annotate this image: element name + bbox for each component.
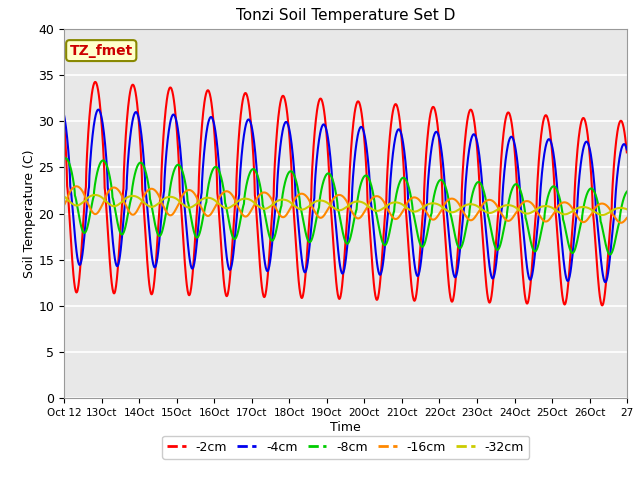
-4cm xyxy=(172,116,180,122)
Y-axis label: Soil Temperature (C): Soil Temperature (C) xyxy=(22,149,36,278)
-16cm xyxy=(433,214,441,220)
-2cm xyxy=(507,115,515,120)
-16cm xyxy=(60,203,68,208)
Legend: -2cm, -4cm, -8cm, -16cm, -32cm: -2cm, -4cm, -8cm, -16cm, -32cm xyxy=(162,436,529,459)
-32cm xyxy=(91,192,99,198)
-16cm xyxy=(617,220,625,226)
-2cm xyxy=(186,292,193,298)
-32cm xyxy=(598,212,606,218)
-2cm xyxy=(172,115,180,121)
-32cm xyxy=(433,201,441,207)
-4cm xyxy=(507,134,515,140)
-8cm xyxy=(249,167,257,172)
-8cm xyxy=(186,206,193,212)
-32cm xyxy=(507,203,515,208)
-32cm xyxy=(623,206,630,212)
-8cm xyxy=(606,252,614,257)
-32cm xyxy=(60,193,68,199)
-16cm xyxy=(556,201,564,207)
-4cm xyxy=(433,130,441,135)
-32cm xyxy=(186,204,193,210)
-2cm xyxy=(433,119,441,125)
-2cm xyxy=(249,141,257,146)
-16cm xyxy=(623,215,630,221)
-4cm xyxy=(186,255,193,261)
Text: TZ_fmet: TZ_fmet xyxy=(70,44,133,58)
-2cm xyxy=(623,149,630,155)
Line: -32cm: -32cm xyxy=(64,195,627,215)
-4cm xyxy=(95,107,102,112)
-8cm xyxy=(433,182,441,188)
-4cm xyxy=(556,224,564,229)
-4cm xyxy=(623,146,630,152)
-16cm xyxy=(186,187,193,193)
Title: Tonzi Soil Temperature Set D: Tonzi Soil Temperature Set D xyxy=(236,9,455,24)
-16cm xyxy=(73,183,81,189)
-32cm xyxy=(556,210,564,216)
X-axis label: Time: Time xyxy=(330,421,361,434)
-4cm xyxy=(249,128,257,134)
-8cm xyxy=(60,156,68,162)
-8cm xyxy=(556,198,564,204)
-16cm xyxy=(507,217,515,223)
-4cm xyxy=(602,279,609,285)
-2cm xyxy=(556,272,564,278)
-8cm xyxy=(623,189,630,194)
-32cm xyxy=(172,195,180,201)
-4cm xyxy=(60,112,68,118)
-32cm xyxy=(249,198,257,204)
-2cm xyxy=(598,302,606,308)
-8cm xyxy=(172,164,180,169)
-2cm xyxy=(92,79,99,85)
-8cm xyxy=(61,156,69,161)
Line: -2cm: -2cm xyxy=(64,82,627,305)
-8cm xyxy=(507,191,515,196)
-2cm xyxy=(60,118,68,123)
Line: -16cm: -16cm xyxy=(64,186,627,223)
-16cm xyxy=(172,206,180,212)
Line: -4cm: -4cm xyxy=(64,109,627,282)
-16cm xyxy=(249,205,257,211)
Line: -8cm: -8cm xyxy=(64,158,627,254)
